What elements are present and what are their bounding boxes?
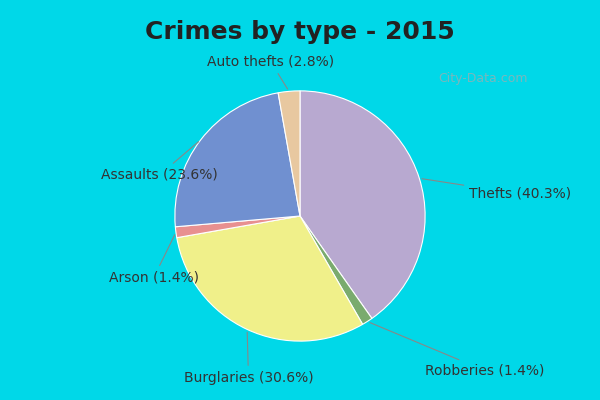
Text: Assaults (23.6%): Assaults (23.6%) [101,142,218,182]
Text: Robberies (1.4%): Robberies (1.4%) [370,322,544,378]
Wedge shape [300,216,372,324]
Wedge shape [278,91,300,216]
Text: Auto thefts (2.8%): Auto thefts (2.8%) [207,54,334,89]
Wedge shape [175,93,300,227]
Text: Thefts (40.3%): Thefts (40.3%) [422,179,571,201]
Wedge shape [300,91,425,318]
Text: City-Data.com: City-Data.com [439,72,528,85]
Text: Arson (1.4%): Arson (1.4%) [109,235,199,285]
Wedge shape [177,216,362,341]
Wedge shape [175,216,300,238]
Text: Burglaries (30.6%): Burglaries (30.6%) [184,332,313,385]
Text: Crimes by type - 2015: Crimes by type - 2015 [145,20,455,44]
